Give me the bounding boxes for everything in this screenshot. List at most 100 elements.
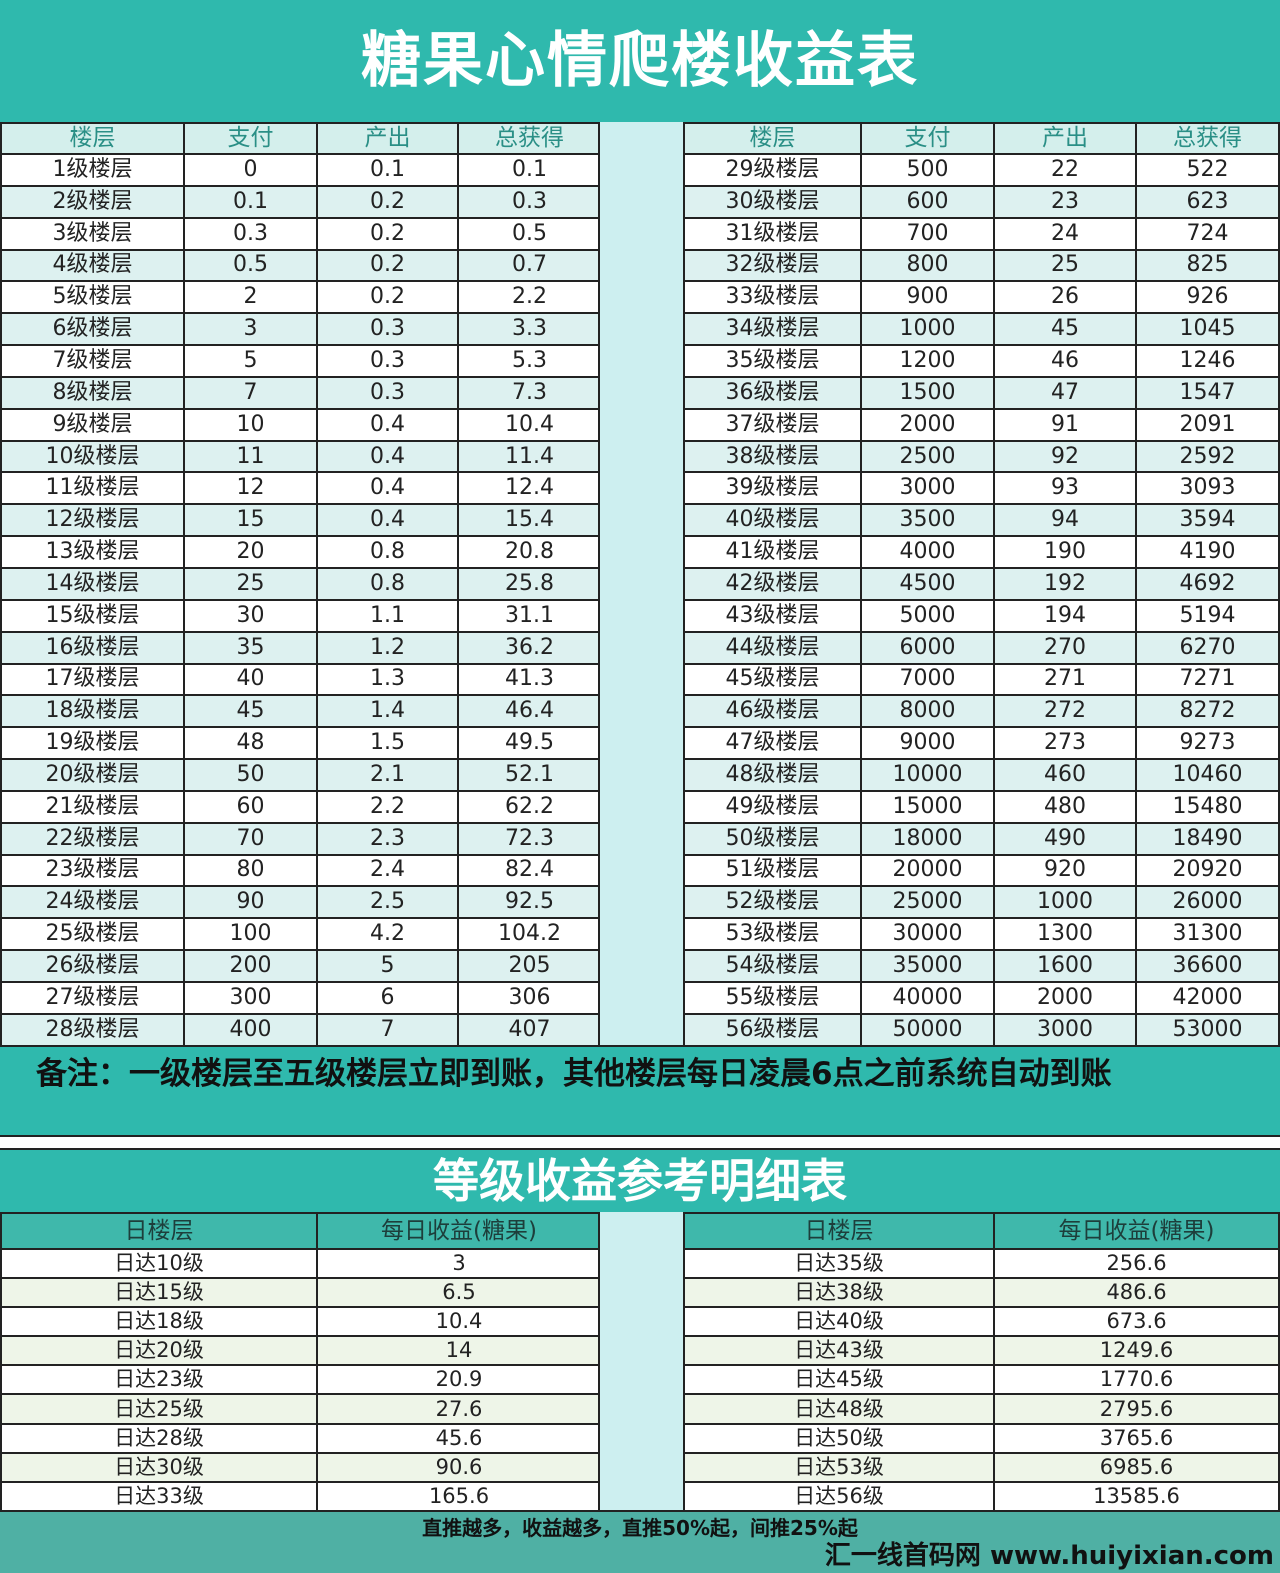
table-gap: [598, 1212, 685, 1510]
table-row: 日达45级 1770.6: [683, 1364, 1280, 1396]
table-cell: 90: [183, 885, 318, 920]
table-row: 日达25级 27.6: [0, 1393, 602, 1425]
table-cell: 12级楼层: [0, 503, 185, 538]
column-header: 产出: [993, 122, 1137, 155]
table-cell: 0.8: [316, 566, 459, 601]
table-cell: 7: [316, 1012, 459, 1047]
table-row: 2级楼层 0.1 0.2 0.3: [0, 184, 602, 219]
table-cell: 300: [183, 980, 318, 1015]
table-cell: 500: [860, 153, 995, 187]
table-cell: 5级楼层: [0, 280, 185, 315]
table-cell: 4000: [860, 535, 995, 569]
table-cell: 日达56级: [683, 1480, 995, 1512]
table-cell: 1249.6: [993, 1335, 1280, 1367]
table-row: 日达43级 1249.6: [683, 1335, 1280, 1367]
income-table-right: 楼层 支付 产出 总获得 29级楼层 500 22 522 30级楼层 600 23 623 31级楼层…: [683, 122, 1280, 1047]
table-cell: 92.5: [457, 885, 602, 920]
table-row: 16级楼层 35 1.2 36.2: [0, 630, 602, 665]
table-cell: 30: [183, 598, 318, 633]
table-cell: 日达20级: [0, 1335, 318, 1367]
table-cell: 41.3: [457, 662, 602, 697]
table-cell: 46级楼层: [683, 694, 862, 729]
table-cell: 10.4: [316, 1306, 602, 1338]
table-row: 日达35级 256.6: [683, 1247, 1280, 1280]
table-cell: 日达45级: [683, 1364, 995, 1396]
table-row: 27级楼层 300 6 306: [0, 980, 602, 1015]
table-cell: 0.3: [316, 344, 459, 378]
table-cell: 5: [183, 344, 318, 378]
table-cell: 55级楼层: [683, 980, 862, 1015]
table-cell: 3级楼层: [0, 216, 185, 251]
table-cell: 3.3: [457, 312, 602, 347]
table-row: 日达33级 165.6: [0, 1480, 602, 1512]
table-cell: 1600: [993, 949, 1137, 983]
table-cell: 20000: [860, 853, 995, 888]
table-row: 23级楼层 80 2.4 82.4: [0, 853, 602, 888]
table-cell: 700: [860, 216, 995, 251]
table-cell: 31.1: [457, 598, 602, 633]
column-header: 日楼层: [0, 1212, 318, 1250]
table-row: 日达28级 45.6: [0, 1422, 602, 1454]
table-cell: 26000: [1135, 885, 1280, 920]
table-cell: 48级楼层: [683, 758, 862, 792]
table-cell: 42000: [1135, 980, 1280, 1015]
table-cell: 9级楼层: [0, 407, 185, 442]
table-cell: 45.6: [316, 1422, 602, 1454]
table-row: 日达50级 3765.6: [683, 1422, 1280, 1454]
table-cell: 0.4: [316, 407, 459, 442]
table-cell: 30000: [860, 917, 995, 952]
table-cell: 2091: [1135, 407, 1280, 442]
table-cell: 53级楼层: [683, 917, 862, 952]
table-cell: 72.3: [457, 821, 602, 856]
table-row: 日达10级 3: [0, 1247, 602, 1280]
table-cell: 3093: [1135, 471, 1280, 506]
table-cell: 29级楼层: [683, 153, 862, 187]
table-cell: 36级楼层: [683, 375, 862, 410]
table-row: 41级楼层 4000 190 4190: [683, 535, 1280, 569]
table-row: 38级楼层 2500 92 2592: [683, 439, 1280, 474]
table-cell: 82.4: [457, 853, 602, 888]
table-cell: 18490: [1135, 821, 1280, 856]
table-gap: [598, 122, 685, 1045]
table-cell: 1.2: [316, 630, 459, 665]
table-cell: 日达53级: [683, 1451, 995, 1483]
table-cell: 0.4: [316, 503, 459, 538]
table-cell: 25000: [860, 885, 995, 920]
table-cell: 10000: [860, 758, 995, 792]
table-row: 48级楼层 10000 460 10460: [683, 758, 1280, 792]
table-cell: 6: [316, 980, 459, 1015]
table-cell: 6985.6: [993, 1451, 1280, 1483]
table-cell: 0.5: [183, 248, 318, 283]
table-cell: 45: [183, 694, 318, 729]
table-cell: 80: [183, 853, 318, 888]
table-cell: 93: [993, 471, 1137, 506]
table-cell: 31级楼层: [683, 216, 862, 251]
table-row: 8级楼层 7 0.3 7.3: [0, 375, 602, 410]
table-cell: 50级楼层: [683, 821, 862, 856]
table-cell: 3000: [860, 471, 995, 506]
table-cell: 30级楼层: [683, 184, 862, 219]
table-cell: 0.2: [316, 280, 459, 315]
table-cell: 11级楼层: [0, 471, 185, 506]
table-cell: 1000: [993, 885, 1137, 920]
table-cell: 19级楼层: [0, 726, 185, 761]
table-cell: 日达33级: [0, 1480, 318, 1512]
table-cell: 36600: [1135, 949, 1280, 983]
table-cell: 15: [183, 503, 318, 538]
table-cell: 56级楼层: [683, 1012, 862, 1047]
table-cell: 6.5: [316, 1277, 602, 1309]
divider: [0, 1137, 1280, 1148]
table-row: 14级楼层 25 0.8 25.8: [0, 566, 602, 601]
table-cell: 70: [183, 821, 318, 856]
table-cell: 24级楼层: [0, 885, 185, 920]
table-row: 19级楼层 48 1.5 49.5: [0, 726, 602, 761]
table-cell: 3: [316, 1247, 602, 1280]
table-cell: 2.2: [457, 280, 602, 315]
table-row: 24级楼层 90 2.5 92.5: [0, 885, 602, 920]
table-row: 日达48级 2795.6: [683, 1393, 1280, 1425]
table-cell: 0.3: [183, 216, 318, 251]
table-cell: 24: [993, 216, 1137, 251]
table-cell: 26: [993, 280, 1137, 315]
table-row: 32级楼层 800 25 825: [683, 248, 1280, 283]
table-cell: 825: [1135, 248, 1280, 283]
